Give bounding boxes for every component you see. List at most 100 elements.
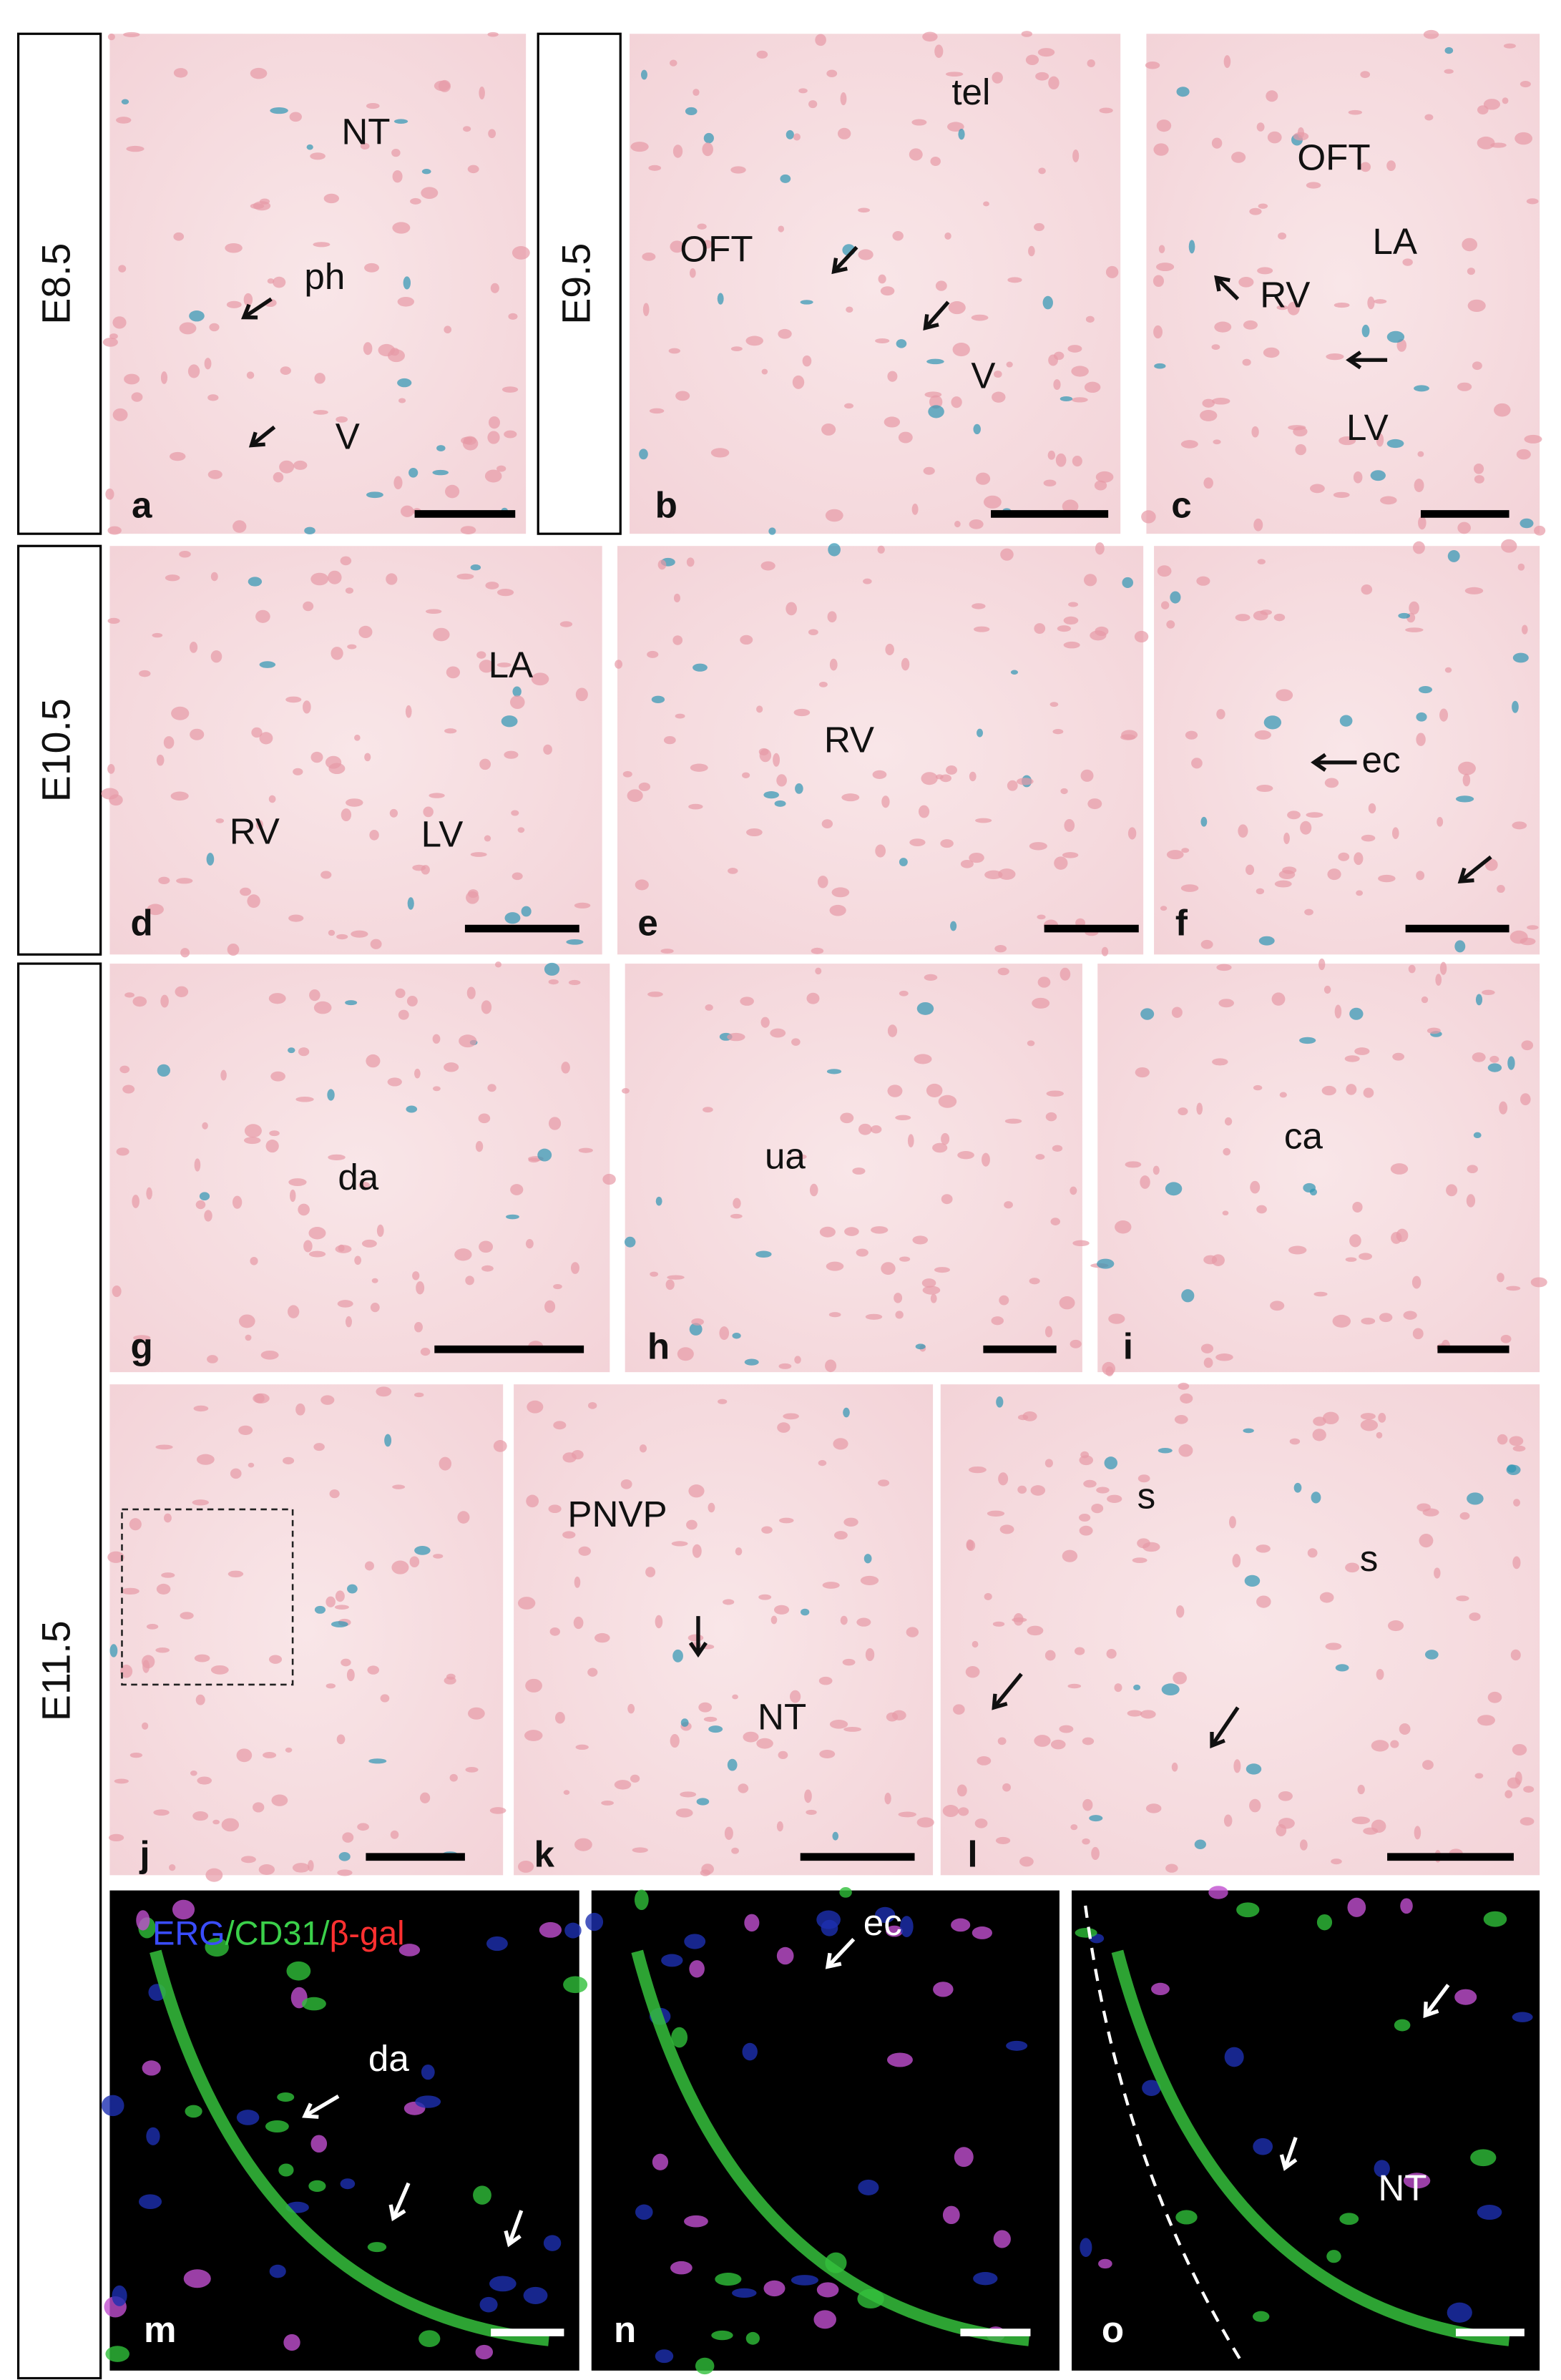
cell (1403, 1311, 1417, 1320)
cell (983, 201, 989, 207)
cell (1378, 1412, 1386, 1423)
cell (129, 1518, 142, 1531)
cell (421, 865, 430, 875)
cell (1062, 1549, 1078, 1562)
cell (478, 1113, 491, 1124)
vessel (1111, 1949, 1510, 2346)
cell (939, 774, 951, 783)
boundary (1084, 1905, 1244, 2364)
cell (858, 207, 870, 213)
panel-label: V (971, 355, 995, 396)
cell (1142, 2080, 1161, 2096)
cell (397, 378, 412, 388)
cell (1274, 880, 1292, 888)
cell (870, 1125, 882, 1134)
cell (107, 526, 122, 535)
cell (1439, 708, 1449, 722)
cell (1464, 587, 1484, 594)
panel-image (1071, 1890, 1540, 2371)
cell (687, 1634, 704, 1642)
cell (433, 627, 450, 642)
cell (1454, 1989, 1477, 2005)
stage-label: E8.5 (34, 243, 79, 325)
cell (489, 2276, 517, 2292)
cell (376, 1224, 384, 1238)
cell (1300, 1839, 1308, 1851)
cell (176, 878, 193, 884)
cell (898, 431, 913, 444)
cell (142, 1722, 149, 1730)
cell (620, 1479, 632, 1489)
cell (1030, 1485, 1046, 1496)
cell (1004, 1118, 1022, 1124)
cell (594, 1632, 610, 1643)
cell (1348, 109, 1363, 115)
cell (331, 647, 343, 660)
cell (489, 1807, 507, 1814)
cell (1307, 1548, 1318, 1558)
cell (614, 1780, 632, 1790)
cell (802, 355, 812, 367)
cell (490, 283, 499, 293)
cell (398, 1009, 409, 1020)
cell (880, 286, 895, 296)
cell (133, 1335, 151, 1341)
cell (1278, 1791, 1293, 1801)
cell (488, 129, 496, 139)
cell (887, 1024, 898, 1037)
cell (696, 1798, 710, 1806)
cell (1512, 1743, 1527, 1756)
cell (930, 1293, 937, 1303)
arrow (243, 297, 273, 319)
cell (1503, 43, 1516, 49)
cell (496, 588, 514, 597)
cell (585, 1912, 604, 1931)
cell (439, 1456, 452, 1471)
cell (780, 174, 791, 183)
cell (157, 1064, 170, 1077)
cell (1462, 773, 1471, 787)
cell (240, 887, 252, 896)
cell (718, 1399, 728, 1404)
cell (285, 696, 302, 703)
cell (1114, 1683, 1122, 1693)
cell (419, 2330, 441, 2348)
arrow (992, 1673, 1023, 1709)
cell (337, 1300, 353, 1308)
cell (173, 232, 185, 241)
cell (1462, 237, 1478, 252)
cell (1233, 1759, 1241, 1773)
cell (1027, 1040, 1035, 1047)
cell (1145, 62, 1160, 69)
cell (446, 666, 461, 679)
cell (487, 1084, 496, 1092)
cell (1416, 1503, 1431, 1512)
cell (1087, 59, 1095, 68)
cell (1469, 1612, 1481, 1621)
cell (999, 1524, 1014, 1534)
cell (155, 1647, 170, 1653)
cell (335, 1590, 345, 1602)
cell (846, 306, 853, 313)
cell (1512, 652, 1529, 663)
cell (773, 1605, 790, 1615)
cell (1457, 382, 1472, 391)
cell (818, 682, 828, 687)
cell (337, 1869, 353, 1876)
cell (957, 1151, 974, 1160)
cell (1211, 344, 1220, 351)
cell (1048, 76, 1060, 90)
cell (829, 1719, 848, 1729)
cell (895, 1311, 904, 1319)
cell (992, 72, 1003, 84)
cell (705, 1004, 713, 1011)
cell (1153, 325, 1163, 339)
panel-label: OFT (1297, 137, 1370, 178)
cell (421, 2064, 435, 2080)
cell (778, 328, 792, 339)
cell (1133, 1684, 1141, 1690)
cell (1512, 700, 1519, 713)
cell (1512, 1445, 1526, 1452)
cell (346, 798, 363, 807)
cell (279, 460, 295, 474)
